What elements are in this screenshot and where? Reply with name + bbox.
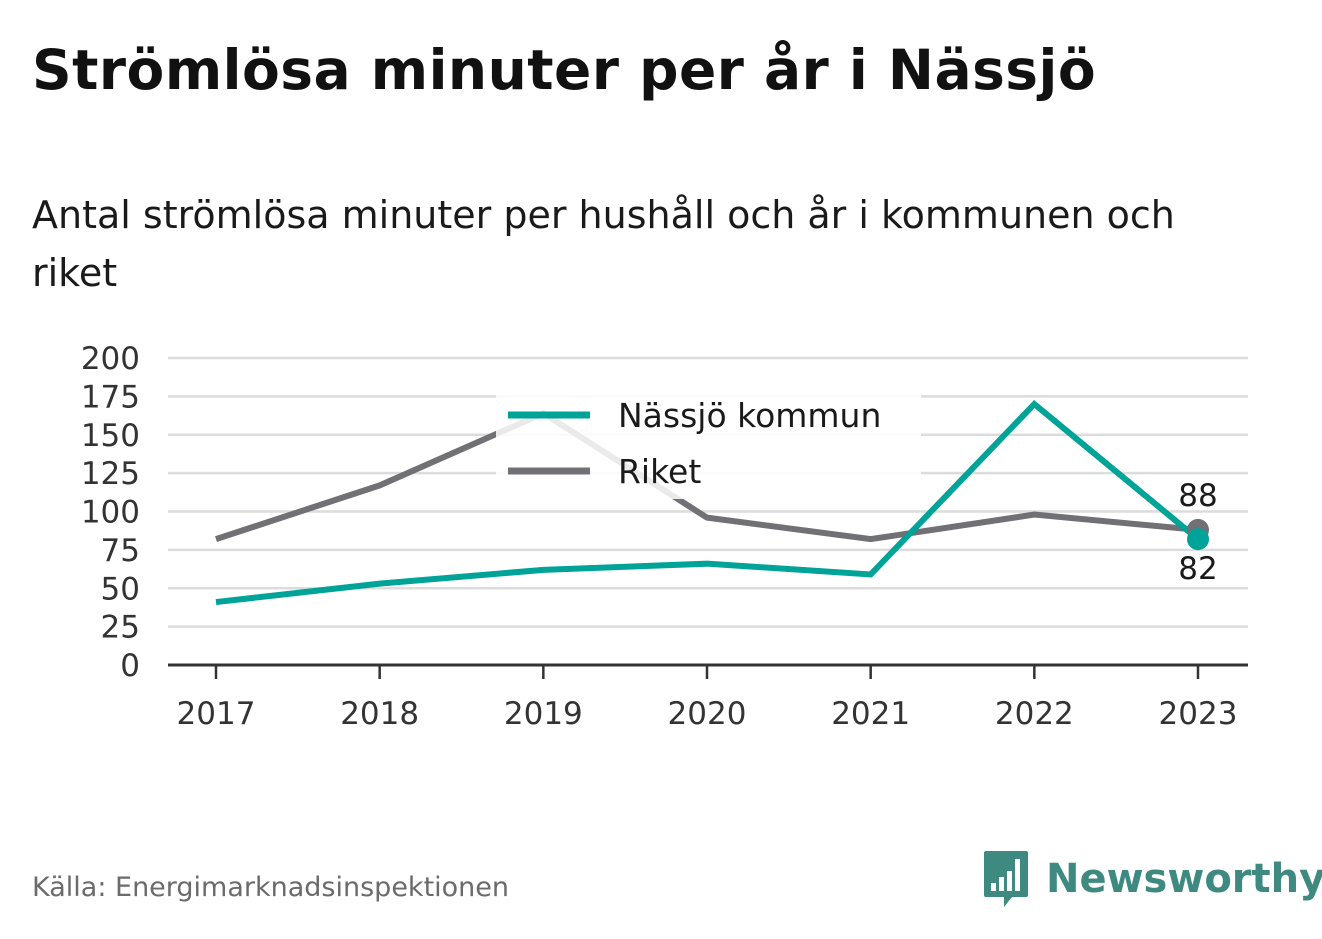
y-tick-label: 0 xyxy=(120,648,140,684)
legend: Nässjö kommun Riket xyxy=(496,383,921,499)
source-note: Källa: Energimarknadsinspektionen xyxy=(32,872,510,903)
x-tick-label: 2018 xyxy=(340,696,419,732)
series-lines xyxy=(215,399,1200,606)
legend-label: Nässjö kommun xyxy=(618,396,881,435)
end-marker xyxy=(1187,528,1209,551)
legend-box xyxy=(496,383,921,499)
end-markers xyxy=(1187,518,1209,551)
x-tick-label: 2023 xyxy=(1159,696,1238,732)
x-tick-label: 2019 xyxy=(504,696,583,732)
brand-logo: Newsworthy xyxy=(982,848,1322,910)
x-axis-ticks: 2017 2018 2019 2020 2021 2022 2023 xyxy=(177,665,1238,732)
chart-subtitle: Antal strömlösa minuter per hushåll och … xyxy=(32,193,1175,295)
y-tick-label: 125 xyxy=(81,456,140,492)
y-tick-label: 150 xyxy=(81,418,140,454)
y-tick-label: 100 xyxy=(81,495,140,531)
x-tick-label: 2022 xyxy=(995,696,1074,732)
x-tick-label: 2020 xyxy=(668,696,747,732)
bar-chart-speech-bubble-icon xyxy=(984,851,1028,907)
y-tick-label: 75 xyxy=(101,533,140,569)
end-value-label: 82 xyxy=(1178,551,1217,587)
y-tick-label: 200 xyxy=(81,341,140,377)
y-tick-label: 175 xyxy=(81,379,140,415)
x-tick-label: 2021 xyxy=(831,696,910,732)
end-value-label: 88 xyxy=(1178,478,1217,514)
y-tick-label: 50 xyxy=(101,571,140,607)
chart-title: Strömlösa minuter per år i Nässjö xyxy=(32,38,1097,102)
legend-label: Riket xyxy=(618,452,701,491)
x-tick-label: 2017 xyxy=(177,696,256,732)
brand-name: Newsworthy xyxy=(1046,856,1322,902)
end-labels: 88 82 xyxy=(1178,478,1217,587)
y-tick-label: 25 xyxy=(101,610,140,646)
